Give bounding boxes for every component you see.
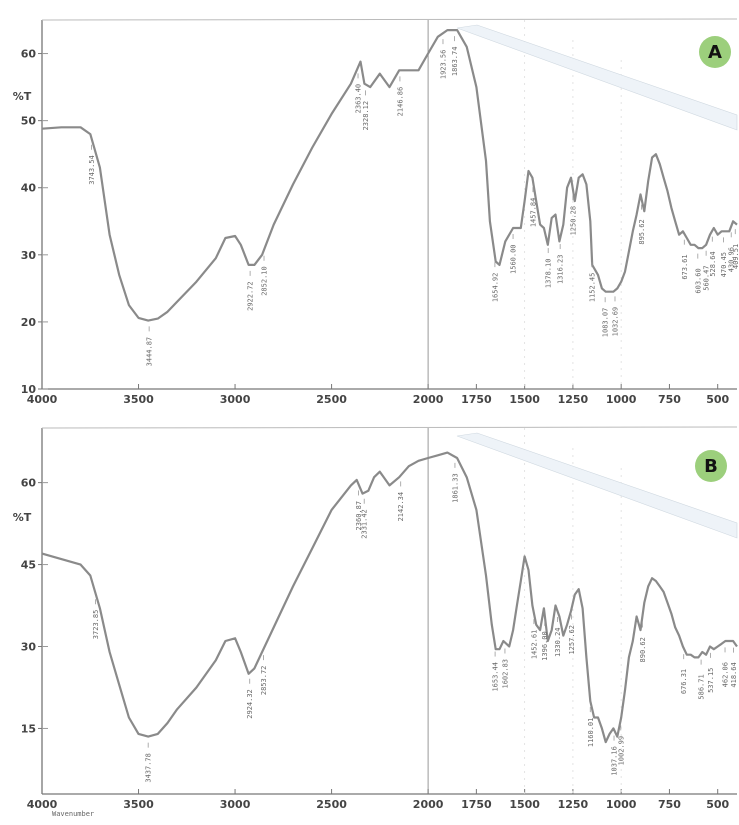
x-tick-label: 4000 bbox=[27, 798, 58, 811]
peak-label: 1457.84 bbox=[529, 198, 537, 228]
x-tick-label: 3000 bbox=[220, 798, 251, 811]
peak-label: 462.06 bbox=[722, 662, 730, 687]
peak-label: 3444.87 bbox=[146, 337, 154, 367]
x-tick-label: 500 bbox=[706, 393, 729, 406]
x-tick-label: 2000 bbox=[413, 393, 444, 406]
x-tick-label: 3000 bbox=[220, 393, 251, 406]
x-tick-label: 1250 bbox=[558, 393, 589, 406]
peak-label: 3743.54 bbox=[88, 155, 96, 185]
x-tick-label: 3500 bbox=[123, 393, 154, 406]
y-tick-label: 40 bbox=[21, 182, 37, 195]
peak-label: 673.61 bbox=[681, 254, 689, 279]
spectrum-line bbox=[41, 451, 738, 744]
peak-label: 1602.83 bbox=[501, 659, 509, 689]
peak-label: 560.47 bbox=[703, 265, 711, 290]
peak-label: 2853.72 bbox=[260, 666, 268, 696]
peak-label: 1863.74 bbox=[451, 47, 459, 77]
peak-label: 1032.69 bbox=[611, 307, 619, 337]
x-tick-label: 2500 bbox=[316, 393, 347, 406]
panel-badge-label: B bbox=[704, 456, 718, 477]
y-tick-label: 20 bbox=[21, 316, 37, 329]
x-tick-label: 2000 bbox=[413, 798, 444, 811]
scan-artifacts bbox=[524, 20, 622, 389]
peak-label: 586.71 bbox=[698, 674, 706, 699]
peak-label: 537.15 bbox=[707, 668, 715, 693]
peak-label: 1330.24 bbox=[554, 627, 562, 657]
peak-label: 2328.12 bbox=[362, 101, 370, 131]
x-tick-label: 1000 bbox=[606, 798, 637, 811]
scan-streak bbox=[456, 24, 738, 131]
x-tick-label: 750 bbox=[658, 393, 681, 406]
y-tick-label: 10 bbox=[21, 383, 37, 396]
peak-label: 2360.87 bbox=[355, 501, 363, 531]
peak-label: 895.62 bbox=[638, 219, 646, 244]
y-tick-label: 30 bbox=[21, 249, 37, 262]
peak-label: 1560.00 bbox=[510, 244, 518, 274]
x-tick-label: 1000 bbox=[606, 393, 637, 406]
peak-label: 2146.86 bbox=[396, 87, 404, 117]
panel-badge: A bbox=[699, 36, 731, 68]
peak-label: 1378.10 bbox=[545, 259, 553, 289]
peak-label: 470.45 bbox=[720, 252, 728, 277]
peak-label: 1160.01 bbox=[587, 718, 595, 748]
peak-label: 1037.16 bbox=[611, 746, 619, 776]
x-tick-label: 1500 bbox=[509, 393, 540, 406]
peak-label: 1083.07 bbox=[602, 308, 610, 338]
spectrum-line bbox=[41, 29, 738, 322]
scan-streak bbox=[456, 432, 738, 539]
peak-label: 1452.61 bbox=[530, 630, 538, 660]
peak-label: 2852.10 bbox=[261, 266, 269, 296]
top-border-line bbox=[41, 18, 738, 21]
peak-label: 3437.78 bbox=[145, 753, 153, 783]
peak-label: 2363.40 bbox=[355, 84, 363, 114]
x-tick-label: 1750 bbox=[461, 393, 492, 406]
x-tick-label: 1750 bbox=[461, 798, 492, 811]
x-tick-label: 4000 bbox=[27, 393, 58, 406]
panel-badge-label: A bbox=[708, 42, 722, 63]
peak-label: 2924.32 bbox=[246, 689, 254, 719]
x-tick-label: 2500 bbox=[316, 798, 347, 811]
y-tick-label: 30 bbox=[21, 641, 37, 654]
x-tick-label: 750 bbox=[658, 798, 681, 811]
y-tick-label: 60 bbox=[21, 477, 37, 490]
x-tick-label: 1500 bbox=[509, 798, 540, 811]
peak-label: 1152.45 bbox=[588, 273, 596, 303]
peak-label: 1923.56 bbox=[439, 50, 447, 80]
y-axis-label: %T bbox=[13, 511, 32, 524]
spectrum-panel-a: 10 20 30 40 50 60 %T 4000 3500 3000 2500 2000 1750 15… bbox=[13, 18, 739, 406]
x-tick-label: 1250 bbox=[558, 798, 589, 811]
y-tick-label: 50 bbox=[21, 115, 37, 128]
spectrum-panel-b: 15 30 45 60 %T 4000 3500 3000 2500 2000 1750 1500 12… bbox=[13, 426, 738, 818]
y-tick-label: 45 bbox=[21, 559, 36, 572]
scan-artifacts bbox=[524, 428, 622, 794]
peak-label: 2331.42 bbox=[361, 509, 369, 539]
peak-label: 1257.62 bbox=[568, 625, 576, 655]
peak-label: 1861.33 bbox=[451, 473, 459, 503]
peak-label: 1396.00 bbox=[541, 631, 549, 661]
peak-label: 676.31 bbox=[680, 669, 688, 694]
peak-label: 1653.44 bbox=[492, 662, 500, 692]
top-border-line bbox=[41, 426, 738, 429]
y-tick-label: 15 bbox=[21, 722, 36, 735]
x-axis-title: Wavenumber bbox=[52, 810, 94, 818]
peak-label: 1002.99 bbox=[617, 736, 625, 766]
peak-label: 1654.92 bbox=[491, 273, 499, 303]
peak-label: 2922.72 bbox=[247, 281, 255, 311]
peak-label: 528.64 bbox=[709, 251, 717, 276]
peak-label: 890.62 bbox=[639, 637, 647, 662]
peak-label: 418.64 bbox=[730, 662, 738, 687]
peak-label: 1250.28 bbox=[569, 206, 577, 236]
peak-label: 2142.34 bbox=[397, 492, 405, 522]
panel-badge: B bbox=[695, 450, 727, 482]
peak-label: 409.51 bbox=[732, 244, 739, 269]
y-tick-label: 60 bbox=[21, 48, 37, 61]
peak-label: 1316.23 bbox=[557, 255, 565, 285]
peak-label: 603.60 bbox=[694, 268, 702, 293]
x-tick-label: 3500 bbox=[123, 798, 154, 811]
peak-label: 3723.85 bbox=[92, 610, 100, 640]
x-tick-label: 500 bbox=[706, 798, 729, 811]
peak-label: 430.96 bbox=[728, 247, 736, 272]
y-axis-label: %T bbox=[13, 90, 32, 103]
